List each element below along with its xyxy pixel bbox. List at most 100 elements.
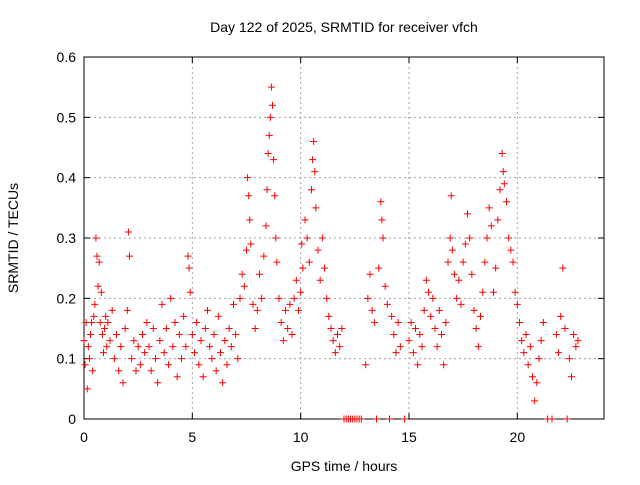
- data-point: [316, 276, 324, 284]
- data-point: [563, 415, 571, 423]
- data-point: [81, 361, 89, 369]
- data-point: [572, 343, 580, 351]
- y-tick-label: 0.3: [57, 230, 77, 246]
- data-point: [206, 343, 214, 351]
- x-tick-label: 0: [80, 429, 88, 445]
- data-point: [130, 337, 138, 345]
- data-point: [481, 258, 489, 266]
- y-tick-label: 0.2: [57, 290, 77, 306]
- data-point: [106, 337, 114, 345]
- data-point: [321, 264, 328, 272]
- data-point: [160, 349, 168, 357]
- data-point: [100, 349, 107, 357]
- data-point: [295, 306, 302, 314]
- data-point: [373, 415, 380, 423]
- y-tick-label: 0.5: [57, 109, 77, 125]
- data-point: [292, 276, 300, 284]
- data-point: [305, 258, 313, 266]
- data-point: [195, 361, 203, 369]
- data-point: [90, 312, 98, 320]
- data-point: [253, 306, 261, 314]
- data-point: [219, 379, 227, 387]
- data-point: [91, 300, 99, 308]
- data-point: [368, 306, 376, 314]
- data-point: [323, 294, 331, 302]
- data-point: [180, 312, 188, 320]
- data-point: [318, 234, 326, 242]
- data-point: [236, 294, 244, 302]
- data-point: [531, 397, 539, 405]
- data-point: [407, 318, 415, 326]
- data-point: [251, 325, 259, 332]
- data-point: [325, 312, 333, 320]
- data-point: [154, 379, 162, 387]
- data-point: [499, 168, 507, 176]
- data-point: [338, 325, 346, 332]
- data-point: [386, 415, 393, 423]
- data-point: [266, 113, 274, 121]
- data-point: [565, 355, 573, 363]
- data-point: [420, 306, 428, 314]
- data-point: [383, 300, 391, 308]
- data-point: [535, 355, 543, 363]
- data-point: [271, 192, 279, 200]
- data-point: [459, 258, 467, 266]
- data-point: [277, 318, 285, 326]
- data-point: [238, 270, 246, 278]
- data-point: [267, 83, 275, 91]
- data-point: [132, 367, 140, 375]
- data-point: [533, 379, 541, 387]
- data-point: [516, 318, 523, 326]
- data-point: [422, 276, 430, 284]
- data-point: [401, 415, 409, 423]
- data-point: [298, 240, 306, 248]
- data-point: [249, 300, 257, 308]
- data-point: [378, 216, 386, 224]
- data-point: [264, 150, 272, 158]
- data-point: [457, 300, 465, 308]
- data-point: [496, 186, 504, 194]
- y-tick-label: 0.6: [57, 49, 77, 65]
- data-point: [310, 137, 318, 145]
- data-point: [204, 306, 211, 314]
- data-point: [507, 246, 515, 254]
- data-point: [487, 222, 495, 230]
- data-point: [265, 131, 273, 139]
- data-point: [303, 234, 311, 242]
- data-point: [262, 222, 270, 230]
- data-point: [136, 361, 144, 369]
- data-point: [529, 373, 536, 381]
- x-tick-label: 20: [510, 429, 526, 445]
- data-point: [464, 210, 471, 218]
- data-point: [98, 331, 106, 339]
- data-point: [433, 343, 441, 351]
- data-point: [117, 343, 125, 351]
- data-point: [165, 361, 172, 369]
- data-point: [511, 288, 519, 296]
- data-point: [455, 276, 463, 284]
- data-point: [88, 318, 96, 326]
- data-point: [234, 355, 242, 363]
- data-point: [141, 349, 149, 357]
- data-point: [95, 258, 103, 266]
- data-point: [524, 361, 532, 369]
- data-point: [308, 186, 315, 194]
- data-point: [247, 240, 255, 248]
- data-point: [232, 331, 240, 339]
- chart-title: Day 122 of 2025, SRMTID for receiver vfc…: [210, 19, 478, 35]
- data-point: [104, 318, 112, 326]
- data-point: [357, 415, 365, 423]
- data-point: [182, 343, 190, 351]
- data-point: [299, 264, 307, 272]
- data-point: [451, 270, 458, 278]
- data-point: [477, 312, 484, 320]
- data-point: [258, 294, 266, 302]
- data-point: [485, 204, 493, 212]
- data-point: [227, 343, 235, 351]
- x-tick-label: 5: [188, 429, 196, 445]
- data-point: [214, 312, 222, 320]
- y-axis-label: SRMTID / TECUs: [5, 183, 21, 293]
- data-point: [197, 337, 205, 345]
- data-point: [83, 385, 91, 393]
